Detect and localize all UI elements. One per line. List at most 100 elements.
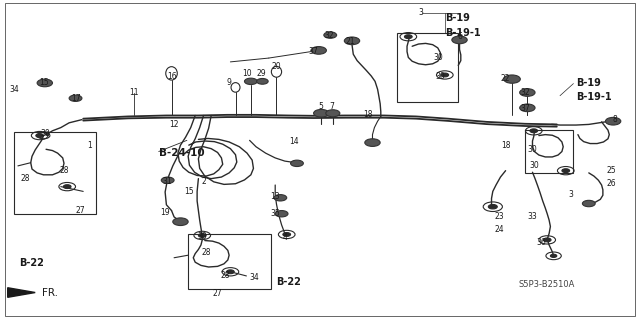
Bar	[14, 132, 96, 214]
Text: 17: 17	[70, 94, 81, 103]
Circle shape	[562, 169, 570, 173]
Text: B-19-1: B-19-1	[445, 28, 481, 39]
Text: 28: 28	[202, 248, 211, 256]
Text: 30: 30	[42, 131, 51, 137]
Text: 11: 11	[130, 88, 139, 97]
Bar	[397, 33, 458, 102]
Circle shape	[244, 78, 257, 85]
Text: 28: 28	[221, 271, 230, 280]
Text: B-19: B-19	[445, 12, 470, 23]
Circle shape	[324, 32, 337, 38]
Text: 30: 30	[197, 232, 207, 241]
Text: 27: 27	[75, 206, 85, 215]
Text: 9: 9	[227, 78, 232, 87]
Circle shape	[520, 104, 535, 112]
Circle shape	[530, 129, 538, 133]
Circle shape	[227, 270, 234, 274]
Text: 35: 35	[270, 209, 280, 218]
Text: 3: 3	[568, 190, 573, 199]
Text: 24: 24	[494, 225, 504, 234]
Polygon shape	[8, 288, 35, 297]
Circle shape	[173, 218, 188, 226]
Text: 37: 37	[520, 104, 530, 113]
Text: 15: 15	[38, 78, 49, 87]
Text: 10: 10	[242, 69, 252, 78]
Text: S5P3-B2510A: S5P3-B2510A	[518, 280, 575, 289]
Text: 19: 19	[160, 208, 170, 217]
Circle shape	[520, 89, 535, 96]
Text: 15: 15	[184, 187, 195, 196]
Text: B-22: B-22	[276, 277, 301, 287]
Text: 32: 32	[520, 88, 530, 97]
Text: 6: 6	[457, 32, 462, 41]
Circle shape	[344, 37, 360, 45]
Circle shape	[488, 204, 497, 209]
Text: 8: 8	[612, 115, 617, 124]
Circle shape	[605, 117, 621, 125]
Circle shape	[63, 185, 71, 189]
Text: 2: 2	[201, 177, 206, 186]
Text: 32: 32	[324, 31, 335, 40]
Text: 30: 30	[435, 72, 445, 81]
Text: 18: 18	[501, 141, 510, 150]
Text: 5: 5	[319, 102, 324, 111]
Text: 31: 31	[163, 177, 173, 186]
Text: 34: 34	[250, 273, 260, 282]
Text: 16: 16	[166, 72, 177, 81]
Circle shape	[283, 233, 291, 236]
Text: 30: 30	[40, 130, 50, 138]
Text: 27: 27	[212, 289, 223, 298]
Text: 30: 30	[529, 161, 540, 170]
Text: B-19: B-19	[576, 78, 601, 88]
Text: 23: 23	[494, 212, 504, 221]
Text: 34: 34	[9, 85, 19, 94]
Text: 36: 36	[536, 238, 546, 247]
Circle shape	[37, 79, 52, 87]
Circle shape	[582, 200, 595, 207]
Text: 25: 25	[606, 166, 616, 175]
Circle shape	[441, 73, 449, 77]
Circle shape	[404, 35, 412, 39]
Text: 14: 14	[289, 137, 300, 146]
Text: 4: 4	[282, 233, 287, 242]
Circle shape	[550, 254, 557, 257]
Text: 28: 28	[60, 166, 68, 175]
Text: 33: 33	[527, 212, 538, 221]
Text: 29: 29	[256, 69, 266, 78]
Circle shape	[198, 234, 206, 237]
Circle shape	[69, 95, 82, 101]
Circle shape	[504, 75, 520, 83]
Circle shape	[452, 36, 467, 44]
Text: 1: 1	[87, 141, 92, 150]
Text: 3: 3	[419, 8, 424, 17]
Circle shape	[274, 195, 287, 201]
Circle shape	[291, 160, 303, 167]
Text: 22: 22	[501, 74, 510, 83]
Text: 37: 37	[308, 47, 319, 56]
Circle shape	[543, 238, 551, 242]
Bar	[188, 234, 271, 289]
Circle shape	[365, 139, 380, 146]
Circle shape	[275, 211, 288, 217]
Circle shape	[311, 47, 326, 54]
Text: 18: 18	[364, 110, 372, 119]
Text: B-22: B-22	[19, 258, 44, 268]
Text: 21: 21	[346, 37, 355, 46]
Text: B-24-10: B-24-10	[159, 148, 204, 158]
Text: B-19-1: B-19-1	[576, 92, 612, 102]
Text: 7: 7	[329, 102, 334, 111]
Text: 26: 26	[606, 179, 616, 188]
Circle shape	[314, 109, 329, 117]
Text: FR.: FR.	[42, 287, 58, 298]
Text: 12: 12	[170, 120, 179, 129]
Text: 13: 13	[270, 192, 280, 201]
Circle shape	[161, 177, 174, 183]
Text: 20: 20	[271, 63, 282, 71]
Text: 30: 30	[527, 145, 538, 154]
Circle shape	[36, 134, 44, 137]
Text: 30: 30	[433, 53, 444, 62]
Bar	[525, 130, 573, 173]
Text: 28: 28	[21, 174, 30, 183]
Circle shape	[326, 110, 340, 117]
Circle shape	[257, 78, 268, 84]
